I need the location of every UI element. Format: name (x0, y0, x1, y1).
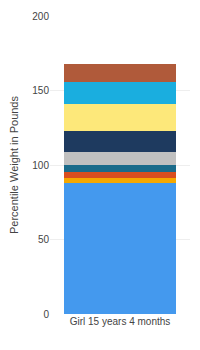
svg-text:0: 0 (43, 309, 49, 320)
svg-text:Percentile Weight in Pounds: Percentile Weight in Pounds (8, 96, 20, 234)
svg-text:150: 150 (32, 85, 49, 96)
svg-text:Girl 15 years 4 months: Girl 15 years 4 months (70, 316, 171, 327)
svg-text:200: 200 (32, 11, 49, 22)
svg-text:50: 50 (38, 234, 50, 245)
svg-text:100: 100 (32, 160, 49, 171)
